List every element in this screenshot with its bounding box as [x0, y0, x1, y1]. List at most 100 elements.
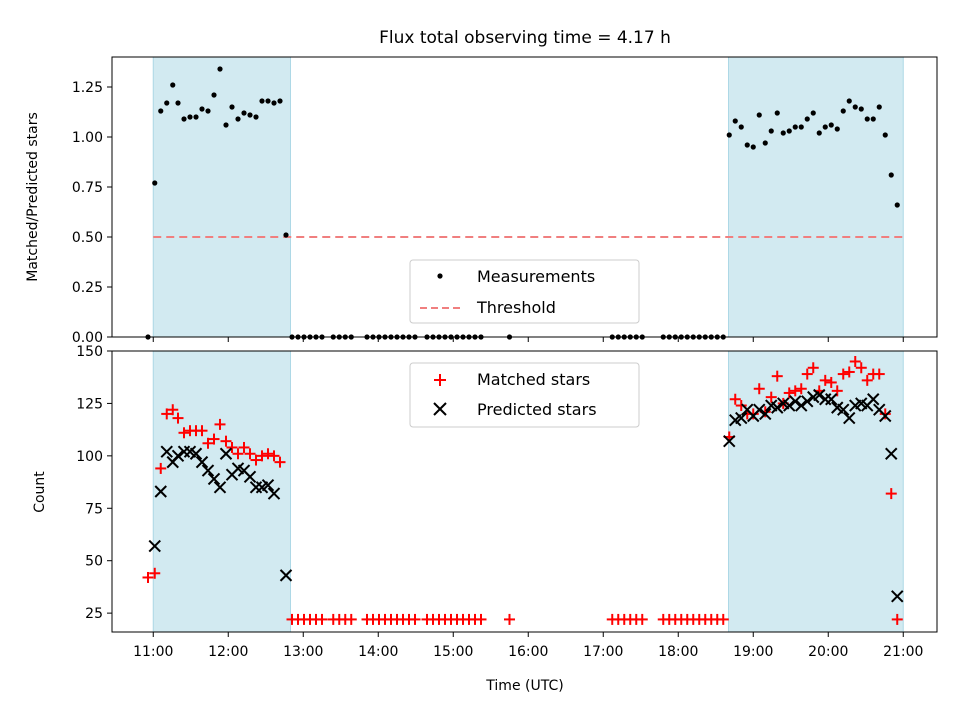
- top-panel: Flux total observing time = 4.17 h 0.000…: [25, 28, 938, 346]
- matched-stars-series: [142, 355, 903, 625]
- measurement-point: [804, 116, 810, 122]
- measurement-point: [864, 116, 870, 122]
- matched-star-point: [268, 450, 280, 462]
- predicted-star-point: [813, 388, 826, 402]
- matched-star-point: [771, 370, 783, 382]
- top-y-axis-label: Matched/Predicted stars: [25, 112, 41, 282]
- legend-predicted-label: Predicted stars: [477, 400, 597, 419]
- matched-star-point: [879, 408, 891, 420]
- bottom-y-tick-label: 50: [85, 554, 103, 570]
- matched-star-point: [504, 613, 515, 625]
- predicted-star-point: [879, 409, 892, 423]
- predicted-star-point: [160, 445, 173, 458]
- matched-star-point: [735, 400, 747, 412]
- top-x-axis-ticks: [152, 337, 904, 342]
- measurement-point: [265, 98, 271, 104]
- measurement-point: [786, 128, 792, 134]
- predicted-star-point: [243, 470, 257, 484]
- predicted-star-point: [837, 403, 850, 416]
- matched-star-point: [214, 418, 226, 430]
- top-axes-frame: [111, 56, 938, 338]
- predicted-star-point: [279, 569, 293, 582]
- matched-star-point: [274, 456, 286, 468]
- matched-star-point: [196, 425, 208, 437]
- measurement-point: [858, 106, 864, 112]
- matched-star-point: [825, 376, 837, 388]
- matched-star-point: [256, 450, 268, 462]
- measurement-point: [810, 110, 816, 116]
- measurement-point: [756, 112, 762, 118]
- measurement-point: [870, 116, 876, 122]
- measurement-point: [170, 82, 176, 88]
- matched-star-point: [789, 385, 801, 397]
- predicted-star-point: [267, 487, 281, 500]
- measurement-point: [732, 118, 738, 124]
- matched-star-point: [167, 404, 179, 416]
- top-y-tick-label: 0.25: [72, 280, 103, 296]
- matched-star-point: [250, 454, 262, 466]
- x-tick-label: 21:00: [883, 644, 923, 660]
- observing-window-top-1: [728, 56, 904, 338]
- bottom-y-tick-label: 125: [76, 396, 103, 412]
- measurement-point: [193, 114, 199, 120]
- observing-window-top-0: [152, 56, 291, 338]
- matched-star-point: [262, 448, 274, 460]
- matched-star-point: [819, 374, 831, 386]
- top-y-tick-label: 1.00: [72, 130, 103, 146]
- matched-star-point: [155, 462, 167, 474]
- top-legend: Measurements Threshold: [409, 259, 640, 324]
- x-tick-label: 11:00: [133, 644, 173, 660]
- legend-threshold-label: Threshold: [476, 298, 556, 317]
- measurement-point: [259, 98, 265, 104]
- bottom-y-axis-ticks: 25 50 75 100 125 150: [76, 344, 112, 622]
- predicted-star-point: [148, 539, 161, 553]
- top-legend-box: [409, 259, 640, 324]
- bottom-panel: 25 50 75 100 125 150 11:00 12:00 13:00 14:00 15:0…: [32, 344, 938, 694]
- x-tick-label: 18:00: [658, 644, 698, 660]
- legend-predicted-marker: [433, 402, 447, 416]
- matched-star-point: [220, 435, 232, 447]
- measurement-point: [852, 104, 858, 110]
- top-y-tick-label: 1.25: [72, 80, 103, 96]
- bottom-y-tick-label: 25: [85, 606, 103, 622]
- predicted-star-point: [154, 485, 167, 498]
- measurement-point: [840, 108, 846, 114]
- x-axis-label: Time (UTC): [485, 678, 563, 694]
- matched-star-point: [753, 383, 765, 395]
- measurement-point: [271, 100, 277, 106]
- x-tick-label: 20:00: [808, 644, 848, 660]
- x-tick-label: 12:00: [208, 644, 248, 660]
- matched-star-point: [801, 368, 813, 380]
- matched-star-point: [226, 441, 238, 453]
- matched-star-point: [202, 437, 214, 449]
- bottom-legend-box: [409, 362, 640, 428]
- measurement-point: [211, 92, 217, 98]
- x-tick-label: 15:00: [433, 644, 473, 660]
- measurement-point: [229, 104, 235, 110]
- x-tick-label: 14:00: [358, 644, 398, 660]
- measurement-point: [894, 202, 900, 208]
- matched-star-point: [161, 408, 173, 420]
- matched-star-point: [475, 613, 487, 625]
- measurement-point: [888, 172, 894, 178]
- matched-star-point: [891, 613, 903, 625]
- predicted-star-point: [189, 447, 203, 460]
- bottom-y-tick-label: 100: [76, 449, 103, 465]
- measurement-point: [768, 128, 774, 134]
- matched-star-point: [208, 433, 220, 445]
- x-tick-label: 17:00: [583, 644, 623, 660]
- matched-star-point: [795, 383, 807, 395]
- matched-star-point: [244, 448, 256, 460]
- top-y-tick-label: 0.00: [72, 330, 103, 346]
- matched-star-point: [861, 374, 873, 386]
- predicted-star-point: [219, 447, 233, 460]
- measurement-point: [750, 144, 756, 150]
- legend-measurements-marker: [437, 273, 443, 279]
- predicted-star-point: [759, 407, 772, 421]
- measurement-point: [798, 124, 804, 130]
- predicted-star-point: [801, 395, 814, 408]
- bottom-x-axis-ticks: 11:00 12:00 13:00 14:00 15:00 16:00 17:00 18:00…: [133, 632, 923, 660]
- predicted-stars-series: [148, 388, 904, 603]
- measurement-point: [828, 122, 834, 128]
